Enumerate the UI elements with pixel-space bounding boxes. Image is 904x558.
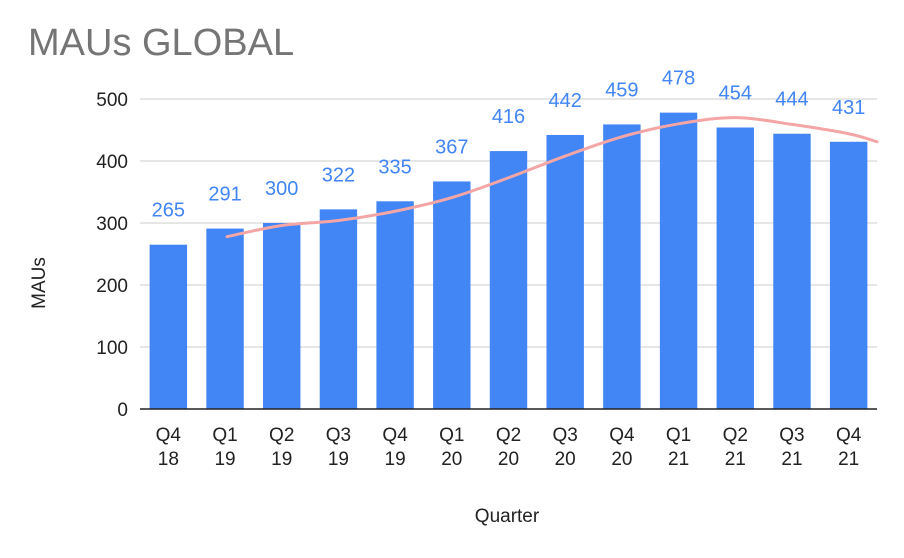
x-tick-label: Q3 19 [326,425,351,470]
y-tick-label: 300 [96,214,128,235]
data-label: 416 [492,106,525,128]
x-tick-label: Q2 19 [269,425,294,470]
x-tick-label: Q1 19 [212,425,237,470]
bar [376,201,414,409]
data-labels: 265 291 300 322 335 367 416 442 459 478 454 444 431 [152,68,866,222]
data-label: 454 [719,83,752,105]
x-tick-label: Q3 21 [779,425,804,470]
x-axis-label: Quarter [474,506,540,527]
data-label: 459 [605,79,638,101]
data-label: 367 [435,136,468,158]
x-tick-label: Q1 21 [666,425,691,470]
x-tick-label: Q3 20 [553,425,578,470]
x-tick-label: Q4 21 [836,425,862,470]
bar [829,141,868,409]
bar [773,133,811,409]
bar [433,181,471,409]
data-label: 444 [775,89,808,111]
bar [546,134,584,409]
y-tick-label: 100 [96,338,128,359]
data-label: 300 [265,178,298,200]
y-tick-label: 0 [117,400,128,421]
data-label: 442 [549,90,582,112]
y-tick-label: 200 [96,276,128,297]
y-axis-ticks: 0 100 200 300 400 500 [96,90,128,421]
bar [206,228,244,409]
x-tick-label: Q2 21 [723,425,748,470]
bar [319,209,358,409]
data-label: 335 [378,156,411,178]
y-tick-label: 400 [96,152,128,173]
x-tick-label: Q4 18 [156,425,182,470]
trendline [225,116,879,239]
data-label: 478 [662,68,695,90]
x-tick-label: Q4 19 [382,425,408,470]
x-tick-label: Q4 20 [609,425,635,470]
bar [149,244,188,409]
x-tick-label: Q2 20 [496,425,521,470]
bar [263,223,301,409]
x-axis-ticks: Q4 18 Q1 19 Q2 19 Q3 19 Q4 19 Q1 20 Q2 20 Q3 20 Q4 20 Q1 21… [156,425,862,470]
bars [149,112,868,410]
bar [489,151,528,409]
data-label: 322 [322,164,355,186]
data-label: 291 [208,184,241,206]
bar [603,124,641,410]
y-tick-label: 500 [96,90,128,111]
data-label: 265 [152,200,185,222]
bar [659,112,698,409]
trendline-group [225,116,879,239]
bar [716,127,754,410]
x-tick-label: Q1 20 [439,425,464,470]
data-label: 431 [832,97,865,119]
chart-title: MAUs GLOBAL [28,22,295,64]
